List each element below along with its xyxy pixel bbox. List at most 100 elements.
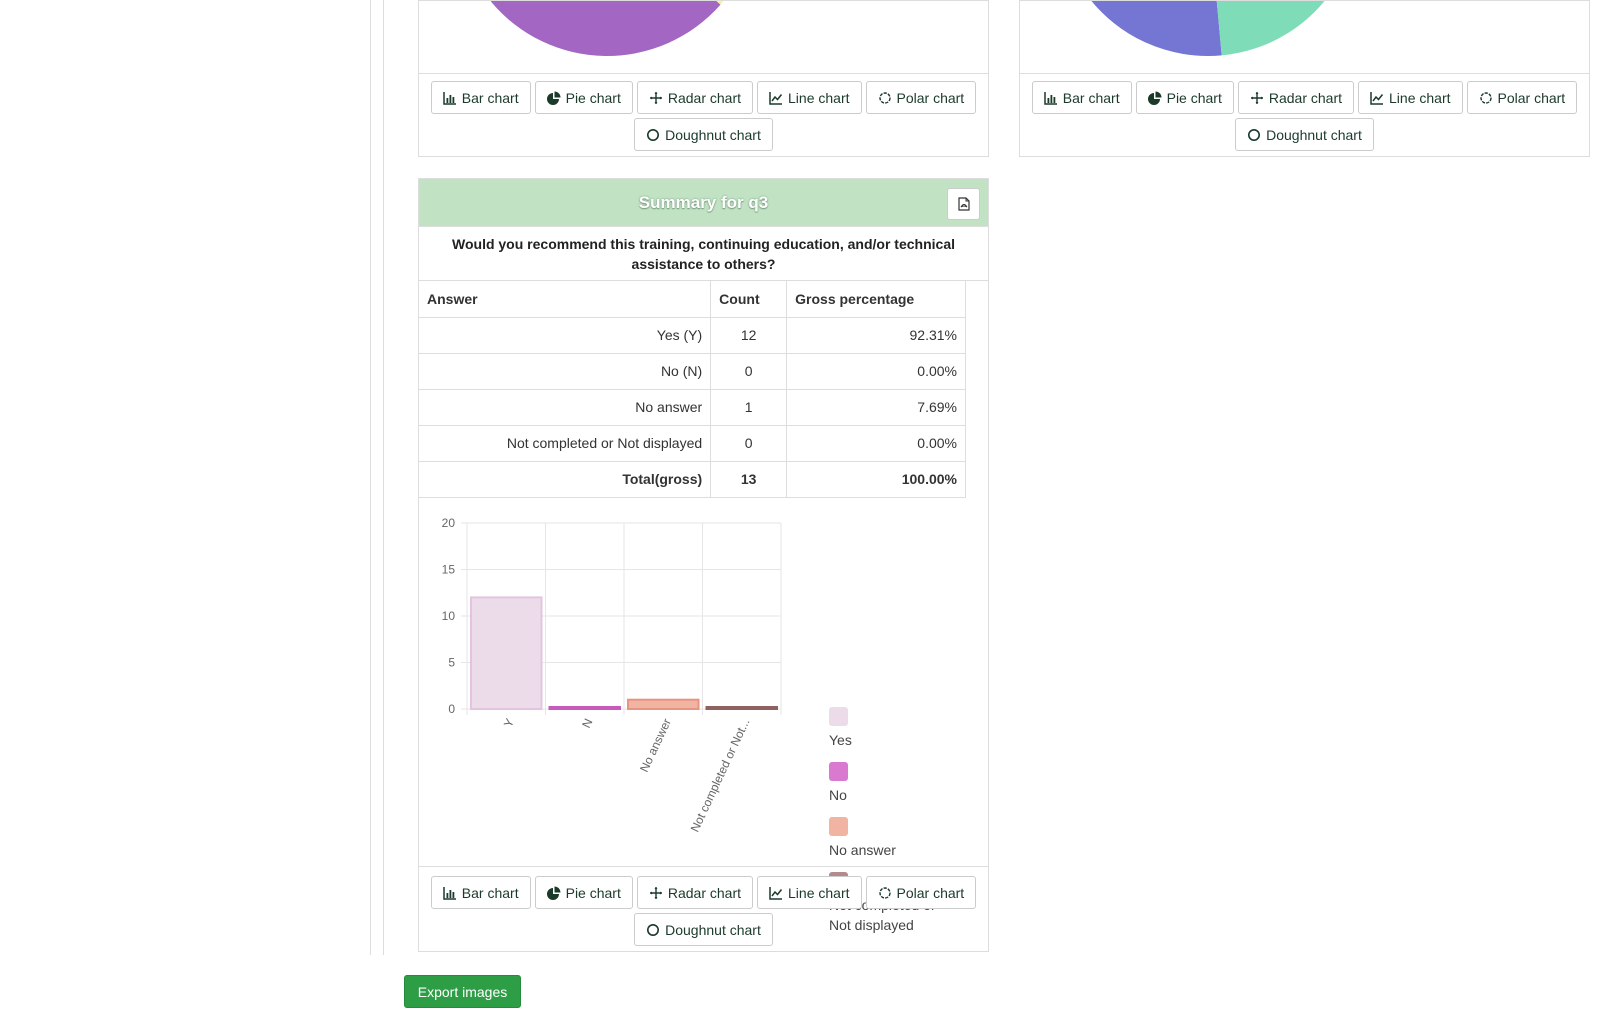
question-text: Would you recommend this training, conti… <box>419 227 988 281</box>
chart-type-buttons: Bar chart Pie chart Radar chart Line chart P… <box>419 81 988 151</box>
pie-slice[interactable] <box>607 1 730 5</box>
table-row: No answer 1 7.69% <box>419 388 966 426</box>
count-cell: 0 <box>710 424 788 462</box>
legend-item[interactable]: No answer <box>829 817 939 860</box>
answer-cell: Not completed or Not displayed <box>419 424 712 462</box>
bar[interactable] <box>705 706 778 710</box>
summary-table: Answer Count Gross percentage Yes (Y) 12… <box>419 281 966 498</box>
doughnut-chart-icon <box>647 128 660 141</box>
legend-item[interactable]: Yes <box>829 707 939 750</box>
y-tick-label: 0 <box>448 702 455 716</box>
line-chart-button[interactable]: Line chart <box>757 876 862 909</box>
pie-chart-icon <box>546 91 561 105</box>
percentage-cell: 0.00% <box>786 352 966 390</box>
table-total-row: Total(gross) 13 100.00% <box>419 460 966 498</box>
polar-chart-button[interactable]: Polar chart <box>865 81 977 114</box>
button-label: Doughnut chart <box>665 921 761 938</box>
count-cell: 0 <box>710 352 788 390</box>
pie-chart-icon <box>546 886 561 900</box>
button-label: Line chart <box>788 89 850 106</box>
bar[interactable] <box>470 596 543 710</box>
button-label: Bar chart <box>461 89 519 106</box>
button-label: Doughnut chart <box>1266 126 1362 143</box>
legend-label: Yes <box>829 732 852 748</box>
bar-chart-button[interactable]: Bar chart <box>430 81 531 114</box>
bar-chart-button[interactable]: Bar chart <box>430 876 531 909</box>
radar-chart-button[interactable]: Radar chart <box>1237 81 1355 114</box>
polar-chart-icon <box>878 91 891 104</box>
line-chart-icon <box>769 91 783 105</box>
y-tick-label: 10 <box>442 609 456 623</box>
button-label: Polar chart <box>896 884 965 901</box>
bar-chart-icon <box>443 886 456 900</box>
table-row: Yes (Y) 12 92.31% <box>419 316 966 354</box>
legend-item[interactable]: No <box>829 762 939 805</box>
button-label: Line chart <box>788 884 850 901</box>
summary-panel-q3: Summary for q3 Would you recommend this … <box>418 178 989 952</box>
doughnut-chart-icon <box>1248 128 1261 141</box>
polar-chart-button[interactable]: Polar chart <box>865 876 977 909</box>
doughnut-chart-button[interactable]: Doughnut chart <box>634 913 773 946</box>
x-tick-label: No answer <box>637 716 674 774</box>
legend-label: No <box>829 787 847 803</box>
x-tick-label: Y <box>501 716 517 729</box>
legend-swatch <box>829 762 848 781</box>
bar-chart-button[interactable]: Bar chart <box>1031 81 1132 114</box>
table-header-row: Answer Count Gross percentage <box>419 281 966 318</box>
button-label: Radar chart <box>667 89 742 106</box>
export-images-button[interactable]: Export images <box>404 975 521 1008</box>
answer-cell: No answer <box>419 388 712 426</box>
bar-chart-icon <box>1044 91 1057 105</box>
table-row: Not completed or Not displayed 0 0.00% <box>419 424 966 462</box>
chart-type-buttons: Bar chart Pie chart Radar chart Line chart P… <box>419 876 988 946</box>
pie-chart <box>490 1 730 56</box>
button-label: Polar chart <box>896 89 965 106</box>
percentage-cell: 7.69% <box>786 388 966 426</box>
radar-chart-icon <box>649 886 662 899</box>
pie-chart-button[interactable]: Pie chart <box>534 876 633 909</box>
pie-chart-icon <box>1147 91 1162 105</box>
bar-chart: 0 5 10 15 20 Y N No answer Not completed or Not.… <box>442 516 782 834</box>
bar[interactable] <box>627 698 700 710</box>
line-chart-button[interactable]: Line chart <box>757 81 862 114</box>
pie-slice[interactable] <box>490 1 721 56</box>
pie-chart-area <box>419 1 988 74</box>
divider <box>419 866 988 867</box>
export-pdf-button[interactable] <box>947 188 980 220</box>
button-label: Bar chart <box>461 884 519 901</box>
answer-cell: No (N) <box>419 352 712 390</box>
column-header-count: Count <box>710 281 788 318</box>
pie-slice[interactable] <box>1208 1 1337 56</box>
pie-chart-button[interactable]: Pie chart <box>534 81 633 114</box>
pie-chart-button[interactable]: Pie chart <box>1135 81 1234 114</box>
count-cell: 12 <box>710 316 788 354</box>
button-label: Radar chart <box>1268 89 1343 106</box>
polar-chart-button[interactable]: Polar chart <box>1466 81 1578 114</box>
doughnut-chart-button[interactable]: Doughnut chart <box>634 118 773 151</box>
pie-slice[interactable] <box>1087 1 1222 56</box>
x-tick-label: Not completed or Not... <box>688 716 753 834</box>
legend-swatch <box>829 817 848 836</box>
polar-chart-icon <box>878 886 891 899</box>
pie-chart-area <box>1020 1 1589 74</box>
button-label: Pie chart <box>1166 89 1222 106</box>
radar-chart-button[interactable]: Radar chart <box>636 81 754 114</box>
count-cell: 1 <box>710 388 788 426</box>
button-label: Bar chart <box>1062 89 1120 106</box>
bar[interactable] <box>548 706 621 710</box>
total-label-cell: Total(gross) <box>419 460 712 498</box>
legend-label: No answer <box>829 842 896 858</box>
line-chart-button[interactable]: Line chart <box>1358 81 1463 114</box>
radar-chart-button[interactable]: Radar chart <box>636 876 754 909</box>
table-row: No (N) 0 0.00% <box>419 352 966 390</box>
percentage-cell: 0.00% <box>786 424 966 462</box>
doughnut-chart-button[interactable]: Doughnut chart <box>1235 118 1374 151</box>
total-count-cell: 13 <box>710 460 788 498</box>
line-chart-icon <box>1370 91 1384 105</box>
chart-type-buttons: Bar chart Pie chart Radar chart Line chart P… <box>1020 81 1589 151</box>
summary-header: Summary for q3 <box>419 179 988 227</box>
column-header-percentage: Gross percentage <box>786 281 966 318</box>
radar-chart-icon <box>1250 91 1263 104</box>
line-chart-icon <box>769 886 783 900</box>
y-tick-label: 15 <box>442 563 456 577</box>
